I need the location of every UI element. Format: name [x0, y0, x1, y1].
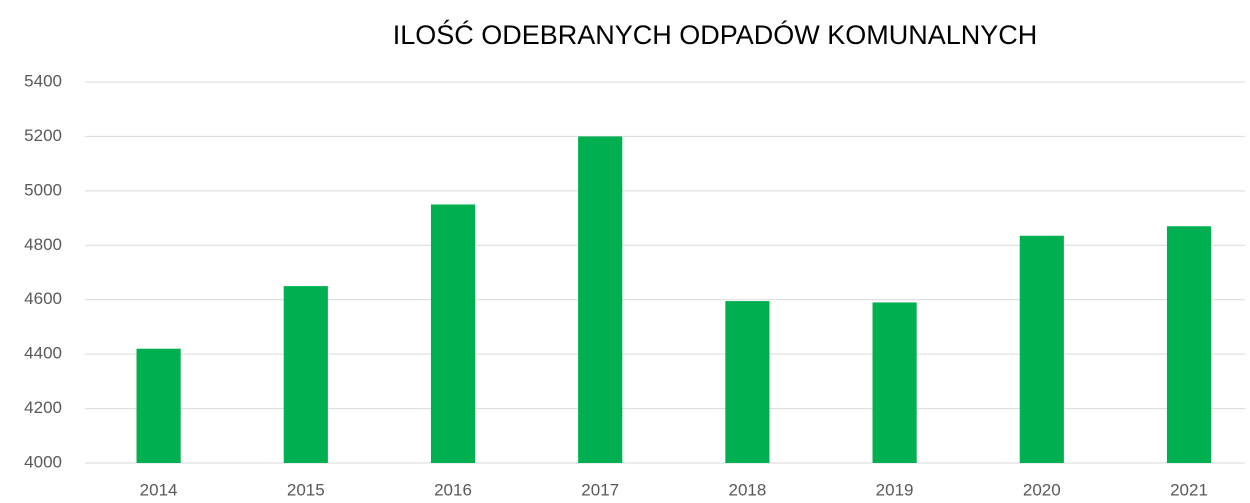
chart-title: ILOŚĆ ODEBRANYCH ODPADÓW KOMUNALNYCH: [393, 18, 1038, 50]
bar: [430, 204, 476, 463]
x-tick-label: 2015: [287, 480, 325, 499]
x-tick-label: 2017: [581, 480, 619, 499]
y-tick-label: 5400: [24, 71, 62, 90]
x-tick-label: 2019: [876, 480, 914, 499]
bar: [578, 136, 623, 463]
y-tick-label: 5200: [24, 126, 62, 145]
x-tick-label: 2014: [140, 480, 178, 499]
bar: [283, 286, 328, 463]
y-tick-label: 4000: [24, 452, 62, 471]
bar: [1019, 235, 1064, 463]
y-tick-label: 4600: [24, 289, 62, 308]
x-tick-label: 2016: [434, 480, 472, 499]
x-tick-label: 2020: [1023, 480, 1061, 499]
bar: [1166, 226, 1212, 463]
y-tick-label: 4800: [24, 235, 62, 254]
y-tick-label: 5000: [24, 180, 62, 199]
x-tick-label: 2018: [728, 480, 766, 499]
bar: [872, 302, 917, 463]
y-tick-label: 4400: [24, 344, 62, 363]
y-tick-label: 4200: [24, 398, 62, 417]
bar: [136, 348, 181, 463]
bar: [725, 301, 770, 463]
x-tick-label: 2021: [1170, 480, 1208, 499]
